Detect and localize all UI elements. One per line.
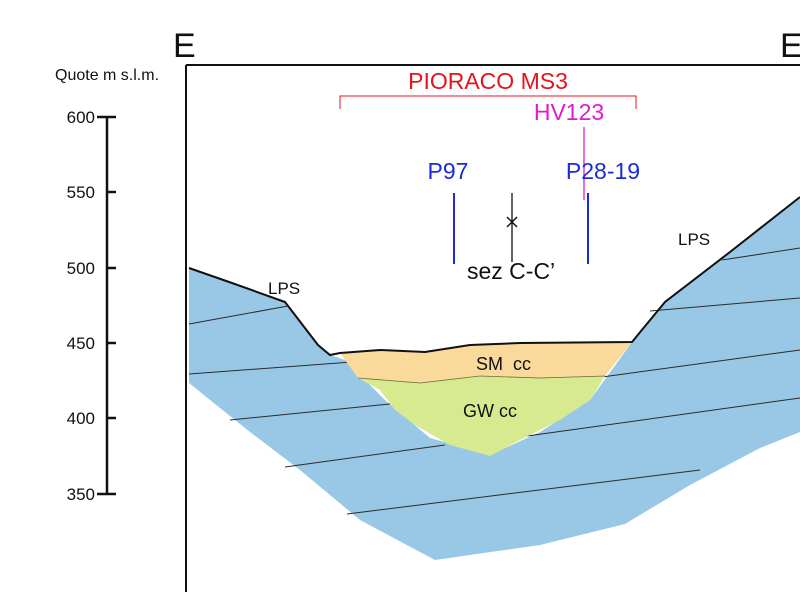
lower-fill-label: GW cc: [463, 401, 517, 421]
tick-label-550: 550: [67, 183, 95, 202]
tick-label-600: 600: [67, 108, 95, 127]
bedrock-layer: [189, 197, 800, 560]
right-end-label: E: [780, 27, 800, 65]
hv-label: HV123: [534, 99, 604, 125]
tick-label-400: 400: [67, 409, 95, 428]
bedrock-label-left: LPS: [268, 279, 300, 298]
site-bracket: [339, 95, 637, 109]
axis-title: Quote m s.l.m.: [55, 67, 159, 84]
left-end-label: E: [173, 27, 196, 65]
bedrock-label-right: LPS: [678, 230, 710, 249]
topographic-profile: [188, 196, 800, 357]
borehole-p28-19-label: P28-19: [566, 158, 640, 184]
section-label: sez C-C’: [467, 258, 555, 284]
cross-marker-icon: [506, 216, 518, 228]
site-label: PIORACO MS3: [408, 68, 568, 94]
tick-label-500: 500: [67, 259, 95, 278]
elevation-axis: [97, 115, 116, 496]
upper-fill-label: SM cc: [476, 354, 531, 374]
bedding-lines: [188, 247, 800, 515]
tick-label-450: 450: [67, 334, 95, 353]
lower-fill-layer: [358, 376, 605, 456]
fill-boundary: [357, 375, 606, 384]
borehole-p97-label: P97: [428, 158, 469, 184]
tick-label-350: 350: [67, 485, 95, 504]
